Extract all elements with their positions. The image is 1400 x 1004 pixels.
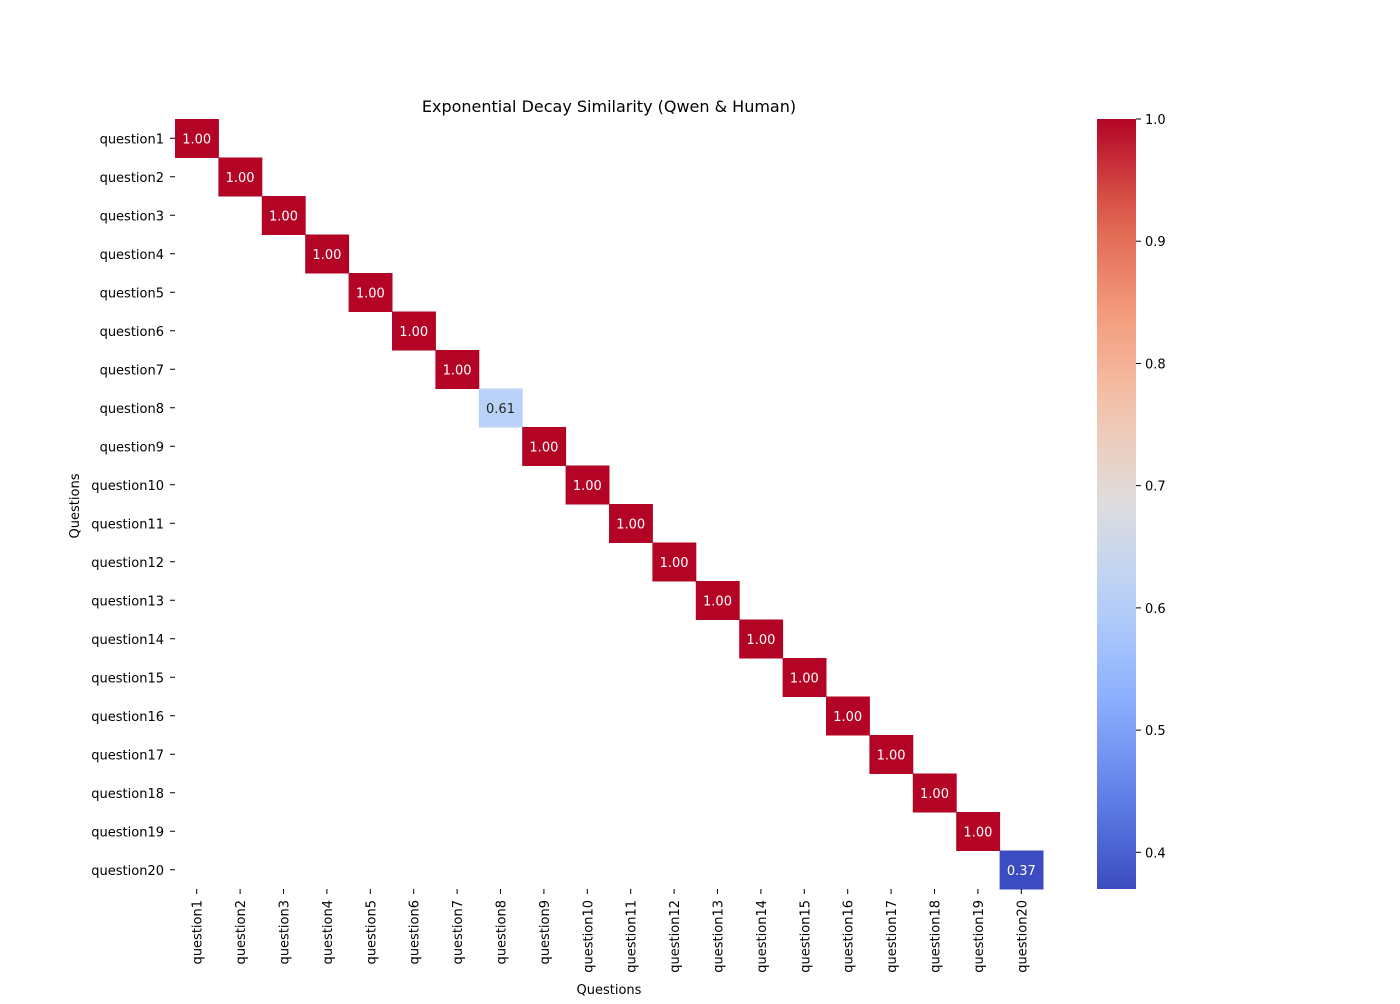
x-tick-label: question20 [1015, 900, 1030, 973]
x-tick-label: question2 [234, 900, 249, 964]
y-tick-label: question4 [100, 248, 164, 263]
heatmap-cell [912, 773, 957, 813]
cell-value-label: 1.00 [660, 556, 689, 571]
x-tick-label: question10 [581, 900, 596, 973]
heatmap-cell [305, 234, 350, 274]
heatmap-cell [956, 812, 1001, 851]
y-tick-label: question19 [91, 825, 164, 840]
colorbar-gradient [1097, 119, 1136, 889]
cell-value-label: 1.00 [963, 825, 992, 840]
heatmap-cell [175, 119, 219, 158]
cell-value-label: 1.00 [356, 286, 385, 301]
x-tick-label: question6 [408, 900, 423, 964]
cell-value-label: 1.00 [877, 748, 906, 763]
heatmap-cell [392, 311, 436, 351]
y-tick-label: question6 [100, 325, 164, 340]
x-tick-label: question11 [625, 900, 640, 973]
y-tick-label: question5 [100, 286, 164, 301]
heatmap-cell [782, 658, 827, 697]
heatmap-cell [869, 735, 914, 774]
cell-value-label: 1.00 [443, 363, 472, 378]
x-tick-label: question14 [755, 900, 770, 973]
y-tick-label: question11 [91, 517, 164, 532]
x-tick-label: question4 [321, 900, 336, 964]
y-tick-label: question18 [91, 787, 164, 802]
y-tick-label: question9 [100, 440, 164, 455]
heatmap-cell [522, 427, 567, 466]
y-tick-label: question20 [91, 864, 164, 879]
cell-value-label: 1.00 [269, 209, 298, 224]
cell-value-label: 1.00 [616, 517, 645, 532]
y-tick-label: question2 [100, 171, 164, 186]
heatmap-cell [435, 350, 480, 389]
x-tick-label: question15 [798, 900, 813, 973]
cell-value-label: 1.00 [529, 440, 558, 455]
x-tick-label: question7 [451, 900, 466, 964]
x-tick-label: question8 [495, 900, 510, 964]
cell-value-label: 0.61 [486, 402, 515, 417]
cell-value-label: 1.00 [312, 248, 341, 263]
y-tick-label: question16 [91, 710, 164, 725]
cell-value-label: 1.00 [920, 787, 949, 802]
heatmap-cell [218, 157, 263, 197]
colorbar-tick-label: 0.7 [1145, 480, 1166, 495]
heatmap-cell [565, 465, 610, 505]
heatmap-cell [261, 196, 306, 235]
y-tick-label: question13 [91, 594, 164, 609]
cell-value-label: 1.00 [573, 479, 602, 494]
x-axis-label: Questions [577, 983, 642, 998]
cell-value-label: 1.00 [746, 633, 775, 648]
x-tick-label: question5 [364, 900, 379, 964]
colorbar-tick-label: 0.8 [1145, 357, 1166, 372]
cell-value-label: 1.00 [703, 594, 732, 609]
cell-value-label: 1.00 [833, 710, 862, 725]
cell-value-label: 1.00 [399, 325, 428, 340]
heatmap-cell [999, 850, 1044, 890]
heatmap-cell [695, 581, 740, 620]
y-tick-label: question3 [100, 209, 164, 224]
x-tick-label: question16 [842, 900, 857, 973]
colorbar-tick-label: 0.6 [1145, 602, 1166, 617]
y-tick-label: question10 [91, 479, 164, 494]
cell-value-label: 1.00 [226, 171, 255, 186]
x-tick-label: question19 [972, 900, 987, 973]
x-tick-label: question12 [668, 900, 683, 973]
x-tick-label: question13 [712, 900, 727, 973]
colorbar-tick-label: 0.9 [1145, 235, 1166, 250]
y-tick-label: question17 [91, 748, 164, 763]
y-tick-label: question8 [100, 402, 164, 417]
y-tick-label: question12 [91, 556, 164, 571]
chart-title: Exponential Decay Similarity (Qwen & Hum… [422, 97, 796, 116]
cell-value-label: 1.00 [182, 132, 211, 147]
y-axis-label: Questions [68, 473, 83, 538]
cell-value-label: 1.00 [790, 671, 819, 686]
colorbar-tick-label: 1.0 [1145, 113, 1166, 128]
colorbar-tick-label: 0.5 [1145, 724, 1166, 739]
heatmap-cell [739, 619, 784, 659]
heatmap-cells: 1.00 1.00 1.00 1.00 1.00 1.00 1.00 0.61 1.00 1.00… [175, 119, 1044, 890]
heatmap-cell [478, 388, 523, 428]
heatmap-cell [609, 504, 653, 543]
y-tick-label: question14 [91, 633, 164, 648]
heatmap-cell [652, 542, 697, 582]
x-tick-label: question3 [278, 900, 293, 964]
cell-value-label: 0.37 [1007, 864, 1036, 879]
heatmap-cell [348, 273, 393, 312]
heatmap-cell [826, 696, 870, 736]
x-axis: question1 question2 question3 question4 ques… [191, 889, 1030, 973]
y-tick-label: question1 [100, 132, 164, 147]
x-tick-label: question1 [191, 900, 206, 964]
y-tick-label: question15 [91, 671, 164, 686]
x-tick-label: question9 [538, 900, 553, 964]
y-tick-label: question7 [100, 363, 164, 378]
x-tick-label: question17 [885, 900, 900, 973]
x-tick-label: question18 [929, 900, 944, 973]
colorbar: 0.4 0.5 0.6 0.7 0.8 0.9 1.0 [1097, 113, 1166, 889]
y-axis: question1 question2 question3 question4 ques… [91, 132, 175, 879]
colorbar-tick-label: 0.4 [1145, 846, 1166, 861]
